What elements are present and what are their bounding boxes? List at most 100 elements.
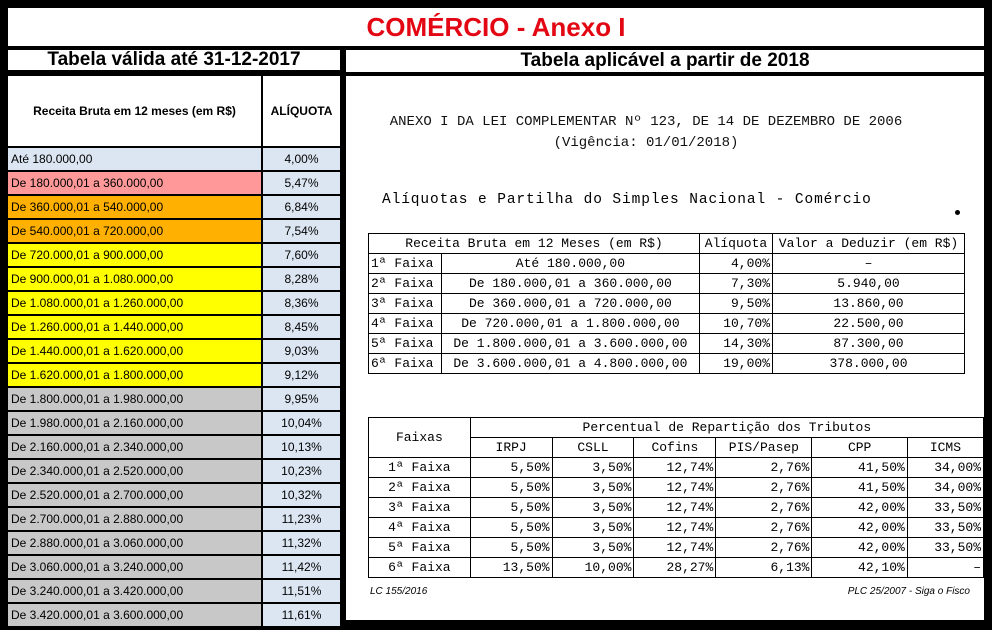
tax-percent-cell: 28,27%: [633, 557, 717, 578]
tax-percent-cell: 41,50%: [811, 457, 908, 478]
tax-percent-cell: 5,50%: [469, 517, 553, 538]
tax-column-header: IRPJ: [469, 437, 553, 458]
annex-validity: (Vigência: 01/01/2018): [553, 135, 739, 151]
footer-left-note: LC 155/2016: [370, 586, 428, 597]
table-row: 3ª Faixa De 360.000,01 a 720.000,00 9,50% 1…: [368, 293, 965, 314]
tax-percent-cell: 12,74%: [633, 537, 717, 558]
distribution-group-header: Percentual de Repartição dos Tributos: [469, 417, 985, 438]
page-title-bar: COMÉRCIO - Anexo I: [8, 8, 984, 46]
annex-document: ANEXO I DA LEI COMPLEMENTAR Nº 123, DE 1…: [346, 76, 985, 620]
faixa-cell: 4ª Faixa: [368, 313, 442, 334]
revenue-range-cell: De 360.000,01 a 720.000,00: [440, 293, 701, 314]
revenue-range-cell: De 2.880.000,01 a 3.060.000,00: [8, 532, 261, 554]
bullet-dot: [955, 210, 960, 215]
tax-percent-cell: 33,50%: [906, 517, 985, 538]
rate-cell: 5,47%: [263, 172, 340, 194]
revenue-range-cell: De 1.260.000,01 a 1.440.000,00: [8, 316, 261, 338]
faixa-cell: 3ª Faixa: [368, 497, 471, 518]
revenue-range-cell: De 720.000,01 a 900.000,00: [8, 244, 261, 266]
revenue-range-cell: Até 180.000,00: [8, 148, 261, 170]
revenue-range-cell: De 1.440.000,01 a 1.620.000,00: [8, 340, 261, 362]
rate-cell: 11,32%: [263, 532, 340, 554]
tax-percent-cell: 2,76%: [715, 497, 813, 518]
table-row: De 540.000,01 a 720.000,00 7,54%: [8, 220, 340, 242]
rate-header: Alíquota: [699, 233, 773, 254]
table-row: 2ª Faixa 5,50% 3,50% 12,74% 2,76% 41,50% 34,00…: [368, 477, 985, 498]
revenue-range-cell: De 1.620.000,01 a 1.800.000,00: [8, 364, 261, 386]
faixa-cell: 3ª Faixa: [368, 293, 442, 314]
tax-columns-row: IRPJ CSLL Cofins PIS/Pasep CPP ICMS: [369, 437, 985, 458]
tax-column-header: CSLL: [551, 437, 635, 458]
annex-subtitle: Alíquotas e Partilha do Simples Nacional…: [382, 192, 872, 208]
tax-percent-cell: 42,00%: [811, 537, 908, 558]
revenue-range-cell: De 540.000,01 a 720.000,00: [8, 220, 261, 242]
revenue-header: Receita Bruta em 12 Meses (em R$): [368, 233, 700, 254]
rate-cell: 10,23%: [263, 460, 340, 482]
deduction-cell: –: [772, 253, 965, 274]
revenue-range-cell: De 360.000,01 a 540.000,00: [8, 196, 261, 218]
tax-percent-cell: –: [906, 557, 985, 578]
rate-cell: 8,28%: [263, 268, 340, 290]
revenue-range-cell: De 1.980.000,01 a 2.160.000,00: [8, 412, 261, 434]
rate-cell: 4,00%: [263, 148, 340, 170]
legacy-rate-table: Receita Bruta em 12 meses (em R$) ALÍQUO…: [8, 76, 340, 628]
tax-percent-cell: 3,50%: [551, 497, 635, 518]
tax-percent-cell: 5,50%: [469, 497, 553, 518]
tax-percent-cell: 5,50%: [469, 477, 553, 498]
legacy-table-header: Receita Bruta em 12 meses (em R$) ALÍQUO…: [8, 76, 340, 146]
tax-percent-cell: 42,10%: [811, 557, 908, 578]
deduction-cell: 5.940,00: [772, 273, 965, 294]
rate-cell: 11,51%: [263, 580, 340, 602]
tax-percent-cell: 34,00%: [906, 477, 985, 498]
tax-percent-cell: 42,00%: [811, 517, 908, 538]
table-row: 5ª Faixa De 1.800.000,01 a 3.600.000,00 14…: [368, 333, 965, 354]
annex-title-line: ANEXO I DA LEI COMPLEMENTAR Nº 123, DE 1…: [389, 114, 903, 130]
tax-percent-cell: 3,50%: [551, 457, 635, 478]
table-row: De 900.000,01 a 1.080.000,00 8,28%: [8, 268, 340, 290]
table-row: De 1.260.000,01 a 1.440.000,00 8,45%: [8, 316, 340, 338]
table-row: De 1.080.000,01 a 1.260.000,00 8,36%: [8, 292, 340, 314]
tax-percent-cell: 2,76%: [715, 457, 813, 478]
tax-column-header: ICMS: [906, 437, 985, 458]
table-row: De 2.340.000,01 a 2.520.000,00 10,23%: [8, 460, 340, 482]
table-row: De 180.000,01 a 360.000,00 5,47%: [8, 172, 340, 194]
tax-percent-cell: 5,50%: [469, 537, 553, 558]
tax-percent-cell: 10,00%: [551, 557, 635, 578]
table-row: 4ª Faixa De 720.000,01 a 1.800.000,00 10,7…: [368, 313, 965, 334]
annex-title: ANEXO I DA LEI COMPLEMENTAR Nº 123, DE 1…: [346, 112, 946, 154]
revenue-range-cell: De 2.340.000,01 a 2.520.000,00: [8, 460, 261, 482]
table-row: Até 180.000,00 4,00%: [8, 148, 340, 170]
tax-percent-cell: 33,50%: [906, 537, 985, 558]
deduction-cell: 13.860,00: [772, 293, 965, 314]
revenue-range-cell: De 1.800.000,01 a 1.980.000,00: [8, 388, 261, 410]
table-row: 1ª Faixa 5,50% 3,50% 12,74% 2,76% 41,50% 34,00…: [368, 457, 985, 478]
tax-column-header: PIS/Pasep: [715, 437, 813, 458]
bracket-rate-table: Receita Bruta em 12 Meses (em R$) Alíquo…: [368, 233, 965, 374]
deduction-header: Valor a Deduzir (em R$): [772, 233, 965, 254]
tax-column-header: Cofins: [633, 437, 717, 458]
revenue-range-cell: De 3.240.000,01 a 3.420.000,00: [8, 580, 261, 602]
table-header-row: Receita Bruta em 12 Meses (em R$) Alíquo…: [368, 233, 965, 254]
table-row: De 3.420.000,01 a 3.600.000,00 11,61%: [8, 604, 340, 626]
revenue-range-cell: De 2.520.000,01 a 2.700.000,00: [8, 484, 261, 506]
revenue-range-cell: De 1.080.000,01 a 1.260.000,00: [8, 292, 261, 314]
rate-cell: 9,50%: [699, 293, 773, 314]
rate-cell: 11,23%: [263, 508, 340, 530]
table-row: De 720.000,01 a 900.000,00 7,60%: [8, 244, 340, 266]
right-section-header: Tabela aplicável a partir de 2018: [346, 50, 984, 72]
table-row: De 1.620.000,01 a 1.800.000,00 9,12%: [8, 364, 340, 386]
table-row: De 1.800.000,01 a 1.980.000,00 9,95%: [8, 388, 340, 410]
rate-cell: 7,30%: [699, 273, 773, 294]
revenue-range-cell: De 2.700.000,01 a 2.880.000,00: [8, 508, 261, 530]
table-row: De 3.060.000,01 a 3.240.000,00 11,42%: [8, 556, 340, 578]
rate-cell: 8,45%: [263, 316, 340, 338]
faixa-cell: 2ª Faixa: [368, 273, 442, 294]
revenue-range-cell: De 1.800.000,01 a 3.600.000,00: [440, 333, 701, 354]
faixa-cell: 5ª Faixa: [368, 333, 442, 354]
tax-column-header: CPP: [811, 437, 908, 458]
faixa-cell: 6ª Faixa: [368, 557, 471, 578]
rate-cell: 10,13%: [263, 436, 340, 458]
table-row: De 2.700.000,01 a 2.880.000,00 11,23%: [8, 508, 340, 530]
faixa-cell: 1ª Faixa: [368, 457, 471, 478]
tax-percent-cell: 2,76%: [715, 537, 813, 558]
